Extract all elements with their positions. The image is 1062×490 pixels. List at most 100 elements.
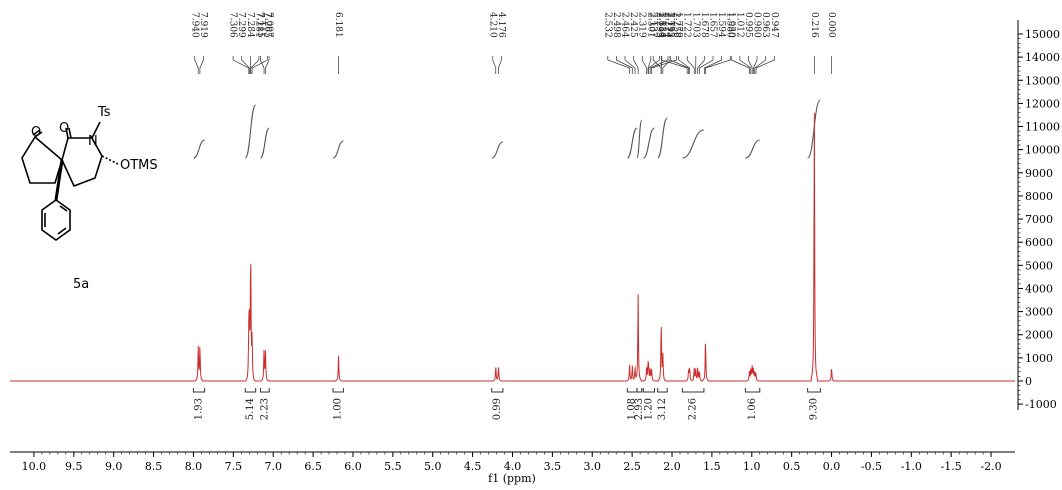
- y-tick-label-3: 12000: [1025, 97, 1060, 110]
- integral-value-0: 1.93: [194, 398, 205, 420]
- integral-curve-0: [193, 140, 204, 158]
- integral-bracket-2: [260, 388, 269, 392]
- y-tick-label-12: 3000: [1025, 306, 1053, 319]
- peak-connector-16: [642, 56, 646, 74]
- x-tick-label-10: 5.0: [424, 460, 442, 473]
- peak-connector-0: [195, 56, 198, 74]
- y-tick-label-14: 1000: [1025, 352, 1053, 365]
- integral-value-3: 1.00: [333, 398, 344, 420]
- integral-bracket-0: [193, 388, 204, 392]
- peak-label-8: 7.097: [264, 12, 274, 38]
- integral-curve-6: [637, 120, 642, 158]
- compound-label: 5a: [73, 277, 89, 292]
- peak-label-31: 1.594: [716, 12, 726, 38]
- peak-label-24: 1.810: [656, 12, 666, 38]
- peak-label-15: 2.425: [628, 12, 638, 38]
- peak-label-11: 4.176: [496, 12, 506, 38]
- peak-label-9: 6.181: [333, 12, 343, 38]
- integral-curve-4: [492, 142, 503, 158]
- x-tick-label-4: 8.0: [185, 460, 203, 473]
- integral-value-8: 3.12: [657, 398, 668, 420]
- y-tick-label-13: 2000: [1025, 329, 1053, 342]
- integral-bracket-3: [333, 388, 343, 392]
- y-tick-label-16: -1000: [1025, 398, 1057, 411]
- peak-connector-37: [755, 56, 766, 74]
- peak-label-16: 2.319: [637, 12, 647, 38]
- peak-label-3: 7.299: [236, 12, 246, 38]
- peak-label-25: 1.792: [665, 12, 675, 38]
- peak-label-33: 1.030: [726, 12, 736, 38]
- integral-curve-layer: [193, 100, 820, 158]
- integral-value-1: 5.14: [245, 398, 256, 420]
- peak-label-4: 7.284: [245, 12, 255, 38]
- integral-bracket-11: [808, 388, 821, 392]
- peak-label-27: 1.722: [682, 12, 692, 38]
- cyclopentanone-ring: [22, 137, 62, 183]
- integral-bracket-4: [492, 388, 503, 392]
- integral-bracket-8: [658, 388, 668, 392]
- peak-label-30: 1.657: [708, 12, 718, 38]
- x-tick-label-22: -1.0: [901, 460, 922, 473]
- integral-curve-10: [745, 140, 759, 158]
- peak-connector-26: [679, 56, 690, 74]
- peak-connector-10: [493, 56, 496, 74]
- peak-connector-32: [706, 56, 731, 74]
- integral-bracket-7: [643, 388, 654, 392]
- y-tick-label-15: 0: [1025, 375, 1032, 388]
- x-tick-label-21: -0.5: [861, 460, 882, 473]
- peak-label-26: 1.779: [673, 12, 683, 38]
- peak-label-1: 7.919: [198, 12, 208, 38]
- integral-bracket-10: [745, 388, 759, 392]
- peak-label-13: 2.498: [611, 12, 621, 38]
- y-tick-label-10: 5000: [1025, 259, 1053, 272]
- structure-ts-label: Ts: [97, 105, 111, 120]
- peak-label-36: 0.980: [752, 12, 762, 38]
- peak-label-37: 0.963: [760, 12, 770, 38]
- structure-o-label-2: O: [59, 121, 69, 136]
- spectrum-layer: [10, 113, 1015, 381]
- x-tick-label-23: -1.5: [941, 460, 962, 473]
- x-tick-label-14: 3.0: [584, 460, 602, 473]
- integral-bracket-9: [682, 388, 704, 392]
- x-tick-label-11: 4.5: [464, 460, 482, 473]
- structure-otms-label: OTMS: [120, 158, 158, 173]
- peak-connector-1: [200, 56, 203, 74]
- x-tick-label-15: 2.5: [623, 460, 641, 473]
- phenyl-bond: [56, 160, 62, 200]
- x-tick-label-20: 0.0: [823, 460, 841, 473]
- x-tick-label-16: 2.0: [663, 460, 681, 473]
- x-tick-label-18: 1.0: [743, 460, 761, 473]
- integral-value-9: 2.26: [688, 398, 699, 420]
- integral-bracket-6: [637, 388, 642, 392]
- x-axis-label: f1 (ppm): [488, 472, 536, 485]
- y-tick-label-7: 8000: [1025, 190, 1053, 203]
- x-tick-label-3: 8.5: [145, 460, 163, 473]
- x-tick-label-0: 10.0: [22, 460, 47, 473]
- integral-curve-8: [658, 118, 668, 158]
- integral-curve-2: [260, 128, 269, 158]
- peak-connector-35: [748, 56, 752, 74]
- peak-label-28: 1.703: [690, 12, 700, 38]
- peak-label-0: 7.940: [189, 12, 199, 38]
- peak-label-14: 2.464: [620, 12, 630, 38]
- y-axis: 1500014000130001200011000100009000800070…: [1018, 20, 1060, 411]
- y-tick-label-11: 4000: [1025, 282, 1053, 295]
- integral-value-10: 1.06: [747, 398, 758, 420]
- y-tick-label-5: 10000: [1025, 144, 1060, 157]
- x-tick-label-13: 3.5: [544, 460, 562, 473]
- x-tick-label-17: 1.5: [703, 460, 721, 473]
- x-tick-label-6: 7.0: [264, 460, 282, 473]
- peak-connector-20: [652, 56, 677, 74]
- integral-curve-1: [245, 105, 255, 158]
- peak-connector-29: [698, 56, 705, 74]
- otms-wedge: [102, 156, 118, 164]
- x-tick-label-1: 9.5: [65, 460, 83, 473]
- structure-o-label-1: O: [31, 125, 41, 140]
- y-tick-label-1: 14000: [1025, 51, 1060, 64]
- integral-value-2: 2.23: [259, 398, 270, 420]
